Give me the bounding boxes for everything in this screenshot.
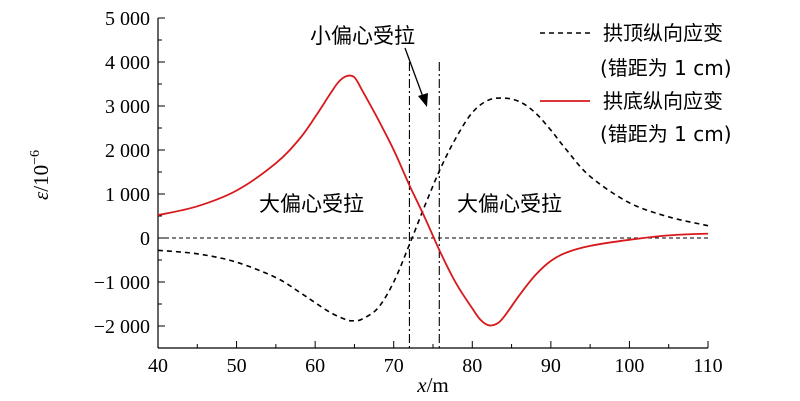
legend-label-invert-note: (错距为 1 cm) [600,122,732,146]
legend-label-crown: 拱顶纵向应变 [603,21,723,45]
y-tick-label: 1 000 [105,184,150,206]
y-axis-title: ε/10−6 [28,150,53,200]
legend-label-crown-note: (错距为 1 cm) [600,56,732,80]
x-tick-label: 70 [384,355,404,377]
annotation-arrow-shaft [404,47,424,98]
x-tick-label: 100 [614,355,644,377]
series-crown-strain-line [157,97,709,322]
x-tick-label: 110 [693,355,722,377]
annotation-arrow-head [418,93,428,107]
y-tick-label: 0 [140,228,150,250]
x-tick-label: 90 [541,355,561,377]
annotation-large-eccentric-right: 大偏心受拉 [457,192,562,216]
x-tick-label: 80 [462,355,482,377]
y-tick-label: 3 000 [105,96,150,118]
annotation-large-eccentric-left: 大偏心受拉 [259,192,364,216]
series-invert-strain-line [157,74,709,327]
x-tick-label: 60 [305,355,325,377]
legend: 拱顶纵向应变 (错距为 1 cm) 拱底纵向应变 (错距为 1 cm) [540,21,732,146]
legend-label-invert: 拱底纵向应变 [603,89,723,113]
x-axis-ticks: 40 50 60 70 80 90 100 110 [148,341,723,377]
x-tick-label: 40 [148,355,168,377]
x-axis-title: x/m [416,373,449,397]
y-axis-ticks: 5 000 4 000 3 000 2 000 1 000 0 −1 000 −2 000 [94,8,165,349]
y-tick-label: −1 000 [94,272,150,294]
data-series [157,74,709,327]
y-tick-label: 2 000 [105,140,150,162]
y-tick-label: −2 000 [94,316,150,338]
x-tick-label: 50 [227,355,247,377]
y-tick-label: 4 000 [105,52,150,74]
y-tick-label: 5 000 [105,8,150,30]
annotation-small-eccentric: 小偏心受拉 [310,24,415,48]
